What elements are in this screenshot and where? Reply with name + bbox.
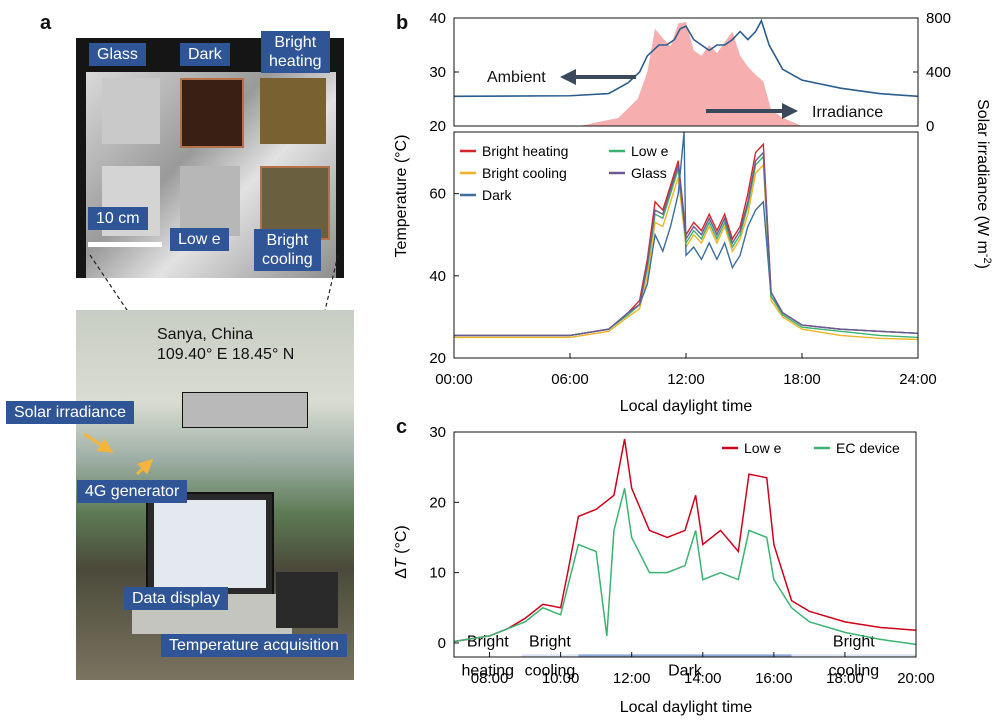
legend-b-glass: Glass: [631, 165, 667, 181]
c-x-tick-label: 20:00: [897, 670, 935, 687]
mode-label-line1: Bright: [529, 633, 571, 650]
mode-label: Dark: [668, 662, 703, 679]
c-y-tick-label: 20: [429, 494, 446, 511]
c-x-tick-label: 16:00: [755, 670, 793, 687]
bottom-y-tick-label: 40: [429, 268, 446, 285]
bottom-x-tick-label: 00:00: [435, 371, 473, 388]
ylabel-c-unit: (°C): [393, 525, 410, 558]
top-right-tick-label: 400: [926, 64, 951, 81]
scale-bar: [88, 242, 162, 247]
ylabel-right-exp: -2: [981, 254, 993, 264]
label-solar-irradiance: Solar irradiance: [6, 401, 135, 424]
panel-letter-a: a: [40, 12, 52, 34]
c-plot-frame: [453, 431, 917, 658]
ylabel-c-delta: Δ: [393, 568, 410, 579]
label-bright-cooling: Bright cooling: [254, 229, 321, 271]
top-right-tick-label: 800: [926, 10, 951, 27]
mode-label-line2: cooling: [525, 662, 576, 679]
ambient-line-group: [453, 18, 919, 98]
bottom-x-tick-label: 18:00: [783, 371, 821, 388]
legend-b-bright-cooling: Bright cooling: [482, 165, 567, 181]
legend-b-low-e: Low e: [631, 143, 669, 159]
label-temperature-acquisition: Temperature acquisition: [161, 634, 347, 657]
laptop-screen: [146, 492, 274, 598]
mode-label-line1: Bright: [833, 633, 875, 650]
legend-b-dark: Dark: [482, 187, 513, 203]
legend-c-ec-device: EC device: [836, 440, 900, 456]
legend-c-low-e: Low e: [744, 440, 782, 456]
label-bright-heating: Bright heating: [261, 31, 330, 73]
legend-b: Bright heating Bright cooling Dark Low e…: [460, 143, 669, 203]
label-low-e: Low e: [170, 228, 229, 251]
temperature-lines: [454, 131, 919, 341]
label-dark: Dark: [180, 43, 230, 66]
ambient-arrow-head: [560, 69, 576, 85]
c-x-tick-label: 14:00: [684, 670, 722, 687]
series-glass-line: [454, 150, 919, 337]
label-glass: Glass: [89, 43, 146, 66]
top-left-tick-label: 40: [429, 10, 446, 27]
panel-letter-c: c: [396, 416, 408, 438]
c-y-tick-label: 0: [438, 635, 446, 652]
series-ec-device-line: [453, 488, 917, 646]
mode-band-dark: [578, 654, 792, 657]
top-left-tick-label: 20: [429, 118, 446, 135]
chart-b-ylabel: Temperature (°C): [393, 135, 410, 258]
chart-b-ylabel-right: Solar irradiance (W m-2): [974, 99, 993, 269]
bottom-x-tick-label: 06:00: [551, 371, 589, 388]
ylabel-right-text: Solar irradiance (W m: [974, 99, 991, 254]
series-irradiance-area: [579, 22, 802, 126]
series-low-e-line: [453, 438, 917, 643]
bottom-y-tick-label: 20: [429, 350, 446, 367]
label-data-display: Data display: [124, 587, 229, 610]
top-right-tick-label: 0: [926, 118, 934, 135]
mode-band-bright-heating: [454, 654, 522, 657]
site-coordinates: 109.40° E 18.45° N: [157, 346, 295, 363]
mode-label-line2: heating: [462, 662, 515, 679]
irradiance-annotation: Irradiance: [812, 104, 883, 121]
c-x-tick-label: 08:00: [471, 670, 509, 687]
ylabel-right-close: ): [974, 264, 991, 269]
site-name: Sanya, China: [157, 326, 254, 343]
panel-letter-b: b: [396, 12, 409, 34]
c-x-tick-label: 10:00: [542, 670, 580, 687]
callout-arrows: [83, 432, 154, 476]
mode-band-bright-cooling: [521, 654, 579, 657]
mode-label-line2: cooling: [828, 662, 879, 679]
top-left-tick-label: 30: [429, 64, 446, 81]
c-y-tick-label: 30: [429, 424, 446, 441]
bottom-x-tick-label: 12:00: [667, 371, 705, 388]
irradiance-area: [579, 22, 802, 126]
legend-b-bright-heating: Bright heating: [482, 143, 568, 159]
chart-b-xlabel: Local daylight time: [620, 398, 753, 415]
chart-c-xlabel: Local daylight time: [620, 699, 753, 716]
delta-t-lines: [453, 438, 917, 646]
bottom-x-tick-label: 24:00: [899, 371, 937, 388]
series-ambient-line: [453, 18, 919, 98]
mode-band-bright-cooling: [791, 654, 916, 657]
legend-c: Low e EC device: [722, 440, 900, 456]
c-x-tick-label: 18:00: [826, 670, 864, 687]
chart-c-ylabel: ΔT (°C): [393, 525, 410, 579]
c-x-tick-label: 12:00: [613, 670, 651, 687]
bottom-y-tick-label: 60: [429, 186, 446, 203]
irradiance-arrow-head: [782, 103, 798, 119]
label-4g-generator: 4G generator: [77, 480, 188, 503]
ylabel-c-t: T: [393, 557, 410, 568]
c-y-tick-label: 10: [429, 565, 446, 582]
label-scale: 10 cm: [88, 207, 148, 230]
ambient-annotation: Ambient: [487, 69, 546, 86]
chart-c-axes: 0 10 20 30 08:00 10:00 12:00 14:00 16:00 18:00 20:…: [429, 424, 934, 687]
test-box-highlight: [182, 392, 308, 428]
